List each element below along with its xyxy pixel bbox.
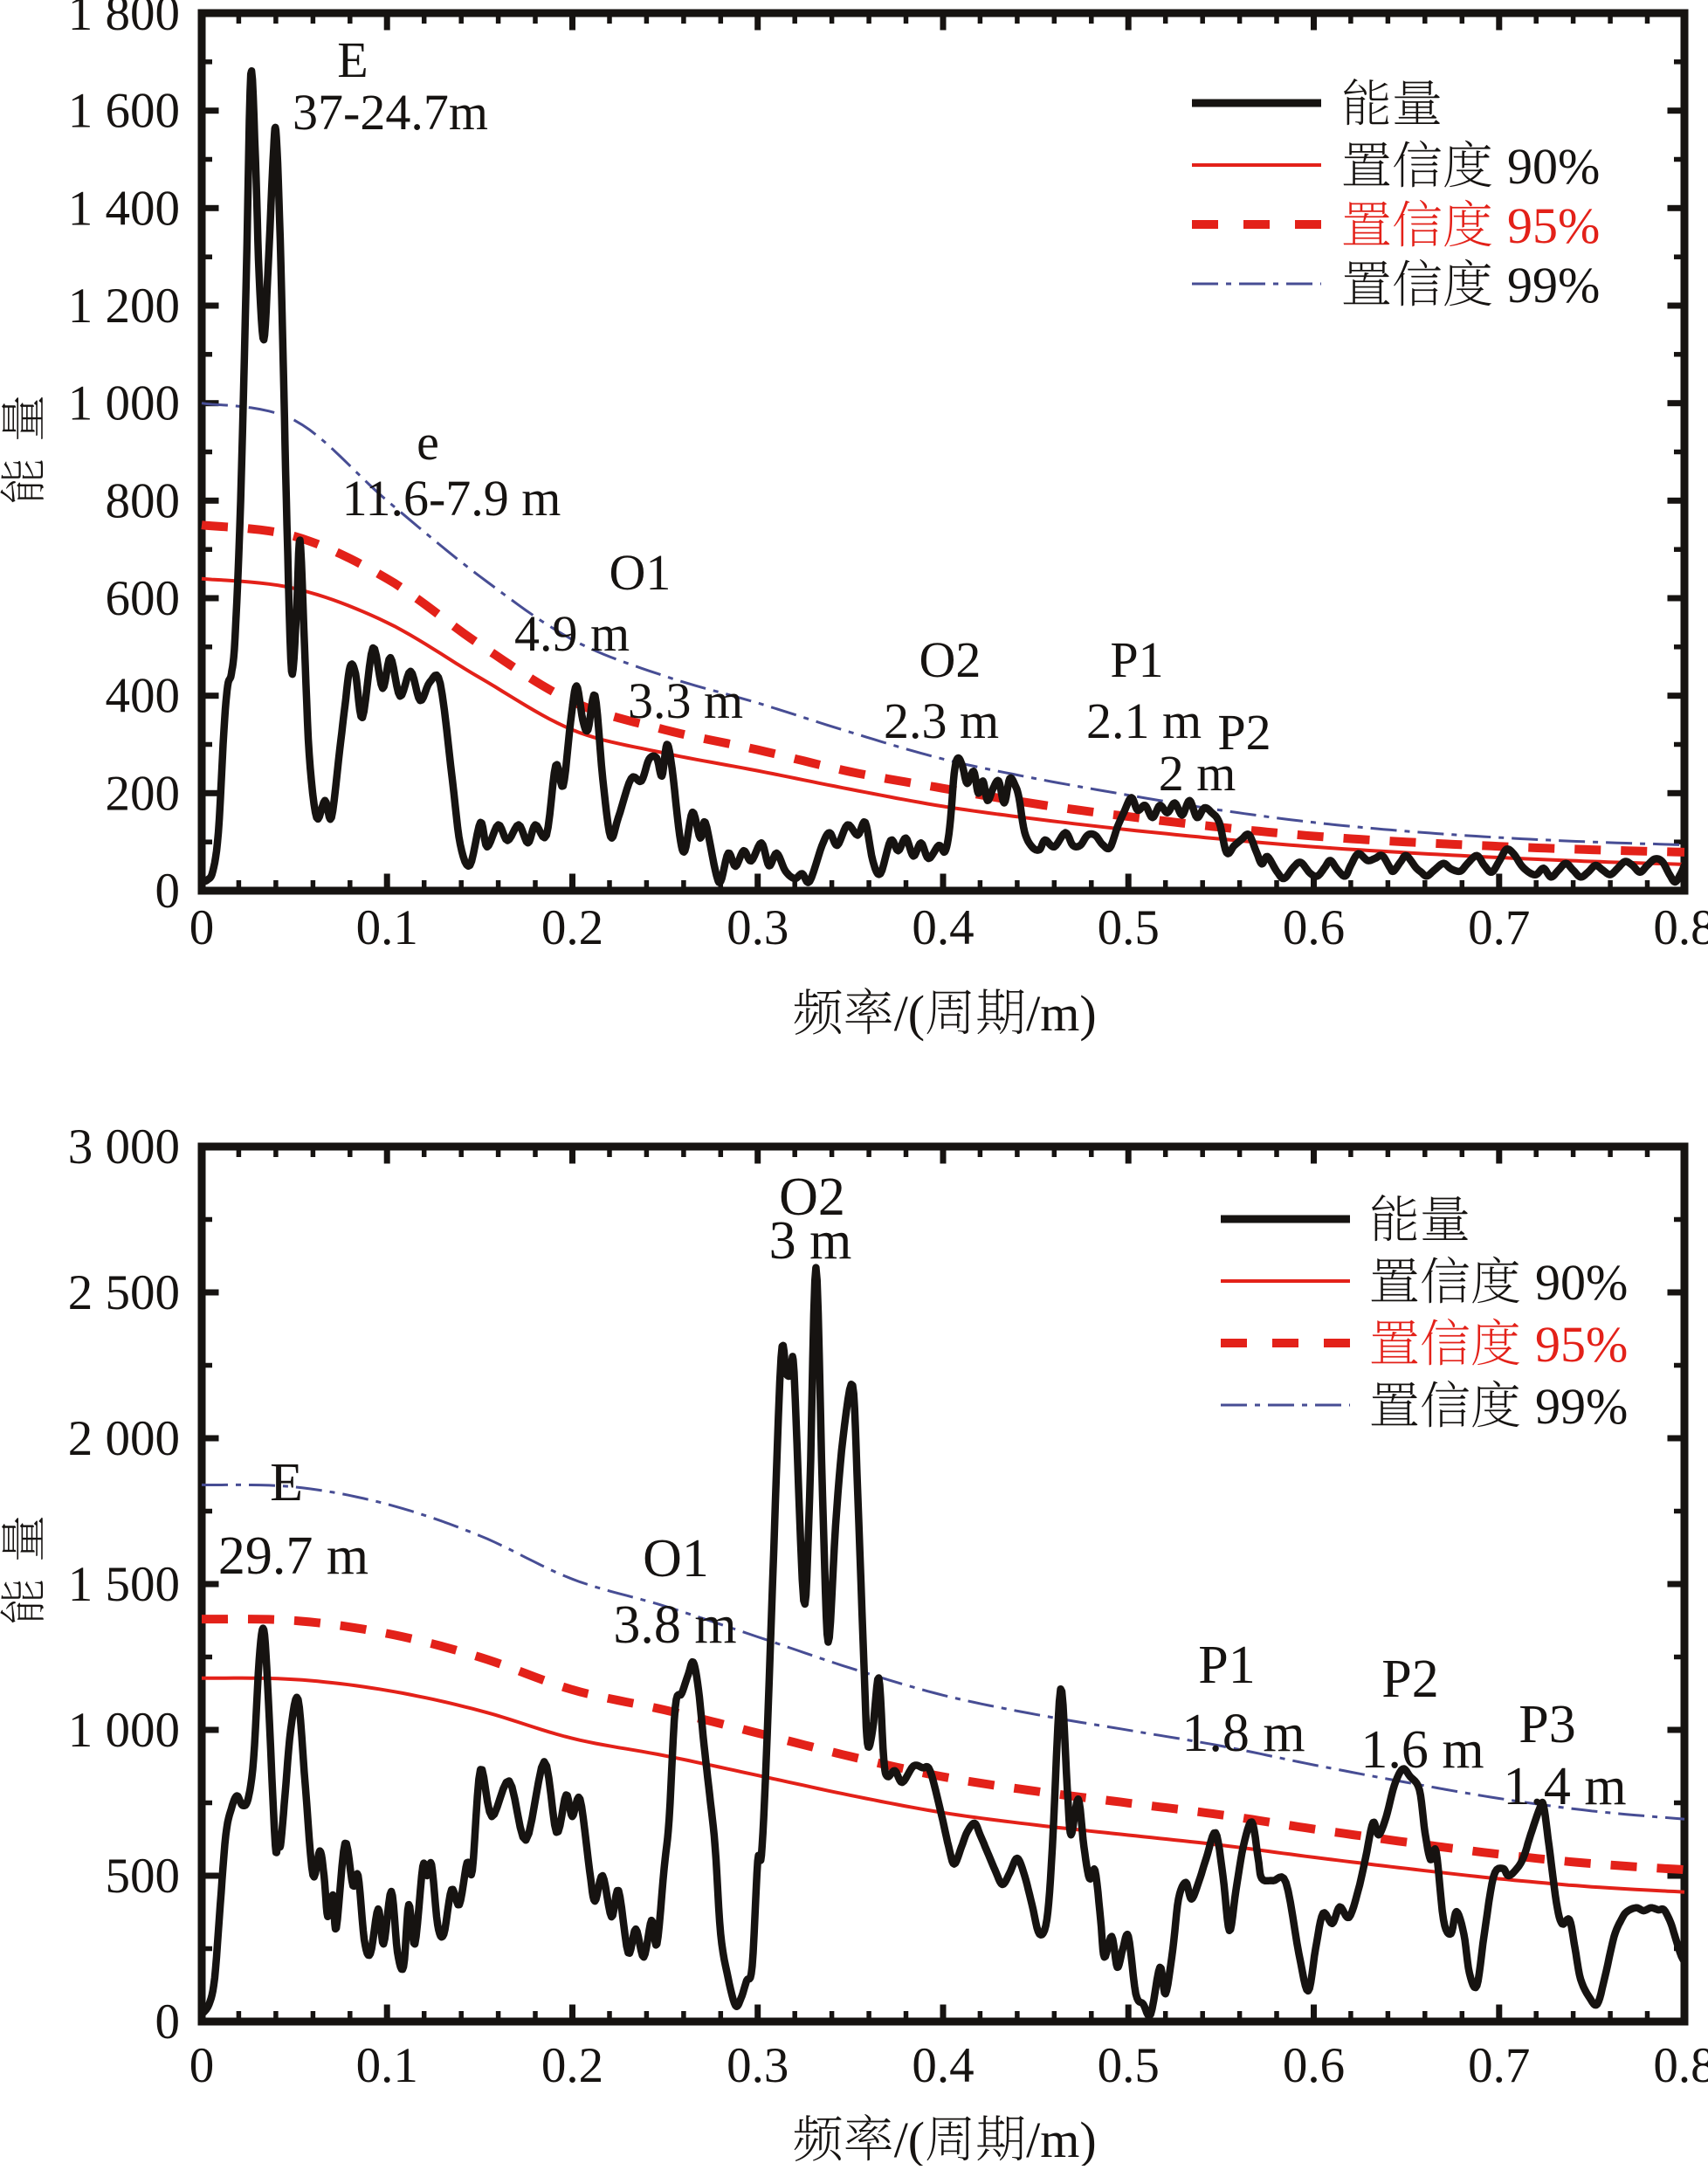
- svg-text:0.5: 0.5: [1098, 2038, 1160, 2093]
- svg-text:O2: O2: [919, 631, 981, 688]
- svg-text:2 m: 2 m: [1159, 745, 1236, 802]
- svg-text:99%: 99%: [1507, 257, 1600, 313]
- svg-text:0: 0: [155, 864, 181, 919]
- svg-text:90%: 90%: [1507, 138, 1600, 195]
- svg-text:11.6-7.9 m: 11.6-7.9 m: [342, 470, 561, 527]
- svg-text:800: 800: [106, 473, 181, 528]
- svg-text:/(: /(: [894, 985, 925, 1042]
- svg-text:0.1: 0.1: [356, 2038, 418, 2093]
- svg-text:0.1: 0.1: [356, 900, 418, 955]
- svg-text:99%: 99%: [1535, 1378, 1628, 1435]
- svg-text:200: 200: [106, 766, 181, 821]
- svg-text:0.4: 0.4: [912, 2038, 974, 2093]
- svg-text:/m): /m): [1026, 2111, 1097, 2166]
- svg-text:0.3: 0.3: [727, 2038, 789, 2093]
- svg-text:3.3 m: 3.3 m: [628, 672, 743, 729]
- svg-text:2 000: 2 000: [68, 1411, 180, 1466]
- svg-text:500: 500: [106, 1849, 181, 1904]
- svg-text:0.8: 0.8: [1653, 900, 1708, 955]
- svg-text:3.8 m: 3.8 m: [613, 1595, 736, 1655]
- svg-text:1 600: 1 600: [68, 84, 180, 139]
- svg-text:1.6 m: 1.6 m: [1360, 1720, 1484, 1780]
- svg-text:0: 0: [189, 2038, 215, 2093]
- svg-text:400: 400: [106, 669, 181, 724]
- svg-text:3 m: 3 m: [769, 1211, 852, 1271]
- svg-text:3 000: 3 000: [68, 1119, 180, 1175]
- svg-text:e: e: [417, 414, 439, 471]
- svg-text:1 800: 1 800: [68, 0, 180, 41]
- svg-text:O1: O1: [643, 1529, 709, 1588]
- svg-text:0.5: 0.5: [1098, 900, 1160, 955]
- svg-text:P2: P2: [1217, 704, 1271, 761]
- svg-text:0.2: 0.2: [541, 900, 603, 955]
- svg-text:1 400: 1 400: [68, 181, 180, 236]
- svg-text:0.7: 0.7: [1468, 900, 1530, 955]
- svg-text:0.7: 0.7: [1468, 2038, 1530, 2093]
- svg-text:P1: P1: [1198, 1636, 1255, 1695]
- svg-text:2 500: 2 500: [68, 1265, 180, 1320]
- svg-text:1.8 m: 1.8 m: [1181, 1704, 1305, 1763]
- svg-text:1 000: 1 000: [68, 376, 180, 431]
- svg-text:E: E: [337, 31, 368, 88]
- svg-text:0.6: 0.6: [1283, 900, 1345, 955]
- svg-text:4.9 m: 4.9 m: [514, 605, 630, 662]
- svg-text:600: 600: [106, 571, 181, 626]
- svg-text:/(: /(: [894, 2111, 925, 2166]
- svg-text:0.6: 0.6: [1283, 2038, 1345, 2093]
- svg-text:1 500: 1 500: [68, 1557, 180, 1612]
- svg-text:0: 0: [155, 1994, 181, 2049]
- svg-text:P1: P1: [1110, 631, 1163, 688]
- svg-text:1 200: 1 200: [68, 279, 180, 334]
- svg-text:E: E: [270, 1453, 303, 1512]
- svg-text:0.3: 0.3: [727, 900, 789, 955]
- svg-text:95%: 95%: [1507, 197, 1600, 254]
- svg-text:2.3 m: 2.3 m: [884, 692, 999, 749]
- svg-text:O1: O1: [610, 544, 671, 601]
- svg-text:P3: P3: [1519, 1695, 1575, 1754]
- svg-text:29.7 m: 29.7 m: [218, 1526, 368, 1586]
- svg-text:1 000: 1 000: [68, 1703, 180, 1758]
- svg-text:/m): /m): [1026, 985, 1097, 1042]
- svg-text:0.8: 0.8: [1653, 2038, 1708, 2093]
- svg-text:90%: 90%: [1535, 1254, 1628, 1311]
- svg-text:0.4: 0.4: [912, 900, 974, 955]
- svg-text:95%: 95%: [1535, 1316, 1628, 1373]
- svg-text:2.1 m: 2.1 m: [1086, 692, 1202, 749]
- svg-text:O2: O2: [779, 1168, 845, 1227]
- svg-text:P2: P2: [1381, 1650, 1438, 1709]
- svg-text:37-24.7m: 37-24.7m: [293, 84, 488, 141]
- svg-text:1.4 m: 1.4 m: [1503, 1757, 1626, 1816]
- svg-text:0: 0: [189, 900, 215, 955]
- svg-text:0.2: 0.2: [541, 2038, 603, 2093]
